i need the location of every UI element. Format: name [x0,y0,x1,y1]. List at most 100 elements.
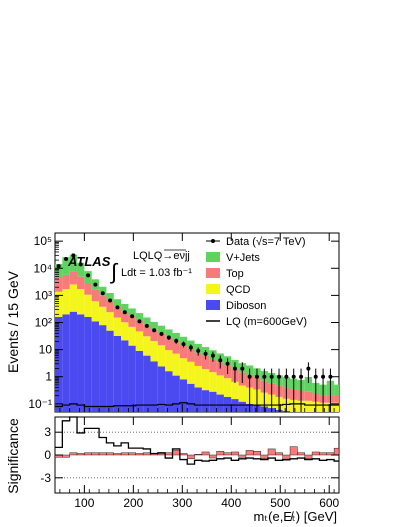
diboson-bin [69,311,78,412]
significance-bar [282,454,291,461]
data-point [321,374,326,379]
data-point [218,358,223,363]
reference-lines [55,431,339,479]
diboson-bin [238,401,246,412]
qcd-bin [143,336,151,356]
qcd-bin [231,381,239,400]
legend-swatch-v-jets [206,252,220,262]
diboson-bin [150,361,158,412]
significance-bar [223,452,232,456]
diboson-bin [165,371,173,412]
y-tick-label: 10 [39,343,53,357]
qcd-bin [194,365,202,388]
diboson-bin [201,390,210,412]
lumi-integral-sign: ∫ [109,259,119,284]
significance-bar [201,451,210,456]
significance-bar [253,451,261,456]
top-bin [77,276,85,290]
qcd-bin [209,372,217,392]
diboson-bin [113,335,122,412]
qcd-bin [135,331,144,351]
v-jets-bin [106,293,114,302]
significance-bar [164,452,173,456]
top-bin [91,289,100,302]
significance-bar [231,451,239,456]
significance-y-ticks: 3 0 -3 [40,425,339,485]
diboson-bin [106,330,114,412]
lq-significance-line-group [55,416,339,465]
y-tick-label: 10⁻¹ [28,397,52,411]
x-tick-label: 100 [74,496,94,510]
lumi-label: Ldt = 1.03 fb⁻¹ [121,267,192,279]
qcd-bin [201,369,210,391]
v-jets-bin [165,329,173,338]
x-tick-label: 400 [221,496,241,510]
top-bin [84,283,92,295]
data-point [93,282,98,287]
data-point [122,310,127,315]
data-point [291,374,296,379]
diboson-bin [143,355,151,412]
data-point [56,264,61,269]
top-bin [334,395,339,403]
v-jets-bin [135,313,144,321]
legend-swatch-diboson [206,300,220,310]
v-jets-bin [304,376,313,392]
legend-label-data-s-7-tev: Data (√s=7 TeV) [226,236,306,248]
v-jets-bin [77,262,85,277]
significance-bar [187,454,195,459]
legend-label-v-jets: V+Jets [226,252,260,264]
qcd-bin [165,350,173,372]
top-bin [135,320,144,332]
significance-bar [98,452,107,456]
top-bin [69,271,78,285]
data-point [203,351,208,356]
top-bin [304,391,313,401]
main-distribution-panel: 10⁻¹ 1 10 10² 10³ 10⁴ 10⁵ Events / 15 GeV ATLA… [5,232,340,413]
data-point [181,342,186,347]
significance-bar [62,454,70,458]
qcd-bin [69,284,78,312]
top-bin [157,333,166,346]
significance-bar [128,452,136,456]
diboson-bin [223,396,232,412]
diboson-bin [157,366,166,412]
significance-bar [311,451,320,456]
data-point [78,262,83,267]
data-point [100,291,105,296]
v-jets-bin [179,336,188,345]
qcd-bin [84,294,92,317]
diboson-bin [135,350,144,412]
diboson-bin [172,375,180,412]
qcd-bin [121,322,129,341]
top-bin [99,295,107,307]
qcd-bin [334,402,339,412]
top-bin [201,355,210,370]
diboson-bin [99,325,107,412]
data-point [284,374,289,379]
significance-bar [209,454,217,459]
x-tick-label: 300 [172,496,192,510]
v-jets-bin [99,286,107,296]
legend-label-diboson: Diboson [226,300,266,312]
significance-bar [106,452,114,456]
top-bin [121,311,129,323]
data-point [262,374,267,379]
lq-significance-line [55,416,339,465]
significance-bar [194,454,203,456]
significance-y-tick-label: 3 [44,425,51,439]
data-point [71,253,76,258]
significance-bar [142,452,151,456]
v-jets-bin [121,303,129,312]
significance-bar [113,453,122,456]
data-point [328,374,333,379]
data-point [144,323,149,328]
diboson-bin [84,316,92,412]
data-point [210,353,215,358]
qcd-bin [172,353,180,376]
data-point [254,374,259,379]
data-point [159,331,164,336]
significance-bar [135,453,144,456]
data-point [269,374,274,379]
